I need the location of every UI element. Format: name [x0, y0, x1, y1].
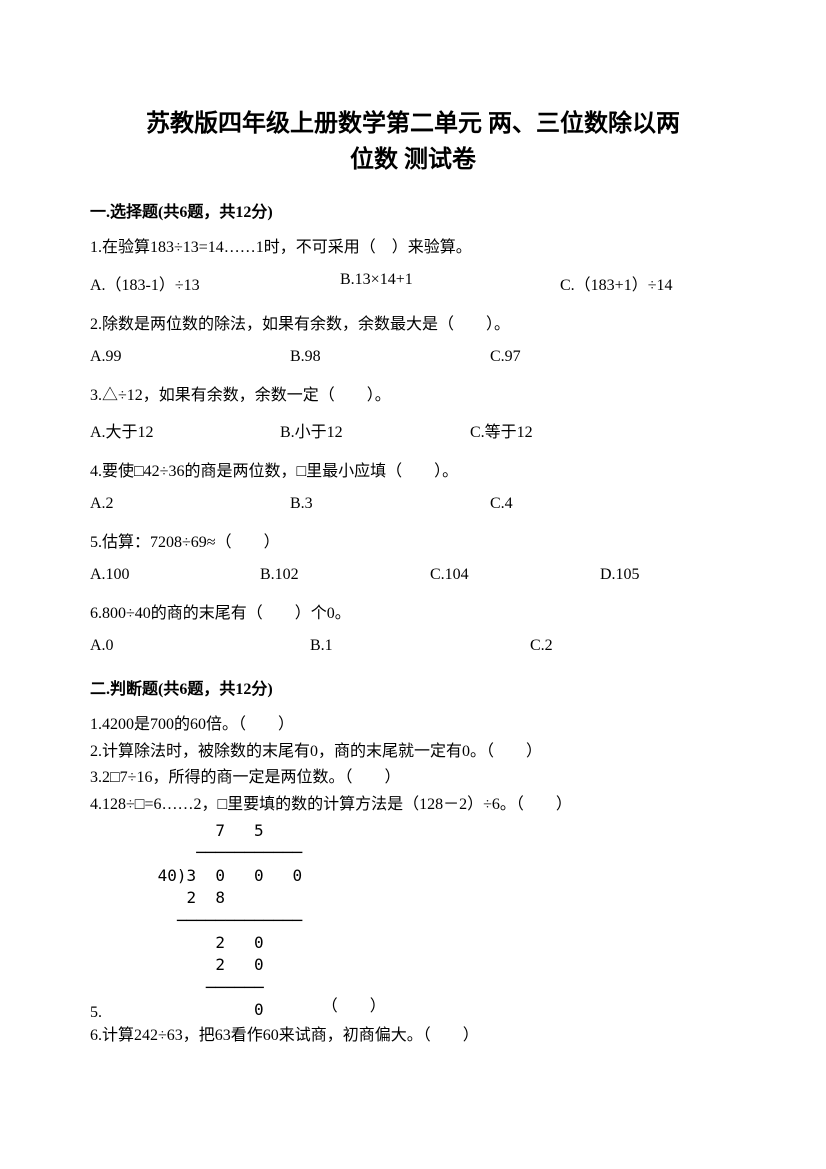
q6-options: A.0 B.1 C.2	[90, 637, 736, 655]
tf-q3: 3.2□7÷16，所得的商一定是两位数。（ ）	[90, 766, 736, 791]
ld-l3: 40)3 0 0 0	[148, 866, 302, 885]
q5-opt-b: B.102	[260, 566, 390, 584]
q5-options: A.100 B.102 C.104 D.105	[90, 566, 736, 584]
q4-options: A.2 B.3 C.4	[90, 495, 736, 513]
section-2-heading: 二.判断题(共6题，共12分)	[90, 675, 736, 699]
q1-opt-c: C.（183+1）÷14	[560, 271, 672, 295]
q3-opt-a: A.大于12	[90, 418, 240, 442]
q6-opt-a: A.0	[90, 637, 270, 655]
q1-opt-a: A.（183-1）÷13	[90, 271, 300, 295]
q3-stem: 3.△÷12，如果有余数，余数一定（ ）。	[90, 384, 736, 409]
exam-page: 苏教版四年级上册数学第二单元 两、三位数除以两 位数 测试卷 一.选择题(共6题…	[0, 0, 826, 1169]
ld-l5: ─────────────	[148, 911, 302, 930]
q4-stem: 4.要使□42÷36的商是两位数，□里最小应填（ ）。	[90, 460, 736, 485]
q3-opt-b: B.小于12	[280, 418, 430, 442]
tf-q5-suffix: （ ）	[322, 992, 386, 1016]
ld-l6: 2 0	[148, 933, 302, 952]
q2-opt-c: C.97	[490, 348, 521, 366]
q4-opt-b: B.3	[290, 495, 450, 513]
title-line-1: 苏教版四年级上册数学第二单元 两、三位数除以两	[146, 111, 680, 137]
q3-opt-c: C.等于12	[470, 418, 533, 442]
tf-q1: 1.4200是700的60倍。（ ）	[90, 713, 736, 738]
tf-q2: 2.计算除法时，被除数的末尾有0，商的末尾就一定有0。（ ）	[90, 740, 736, 765]
tf-q4: 4.128÷□=6……2，□里要填的数的计算方法是（128－2）÷6。（ ）	[90, 793, 736, 818]
q1-opt-b: B.13×14+1	[340, 271, 520, 295]
q2-opt-b: B.98	[290, 348, 450, 366]
section-1-heading: 一.选择题(共6题，共12分)	[90, 198, 736, 222]
ld-l1: 7 5	[148, 821, 312, 840]
tf-q6: 6.计算242÷63，把63看作60来试商，初商偏大。（ ）	[90, 1024, 736, 1049]
q5-opt-c: C.104	[430, 566, 560, 584]
ld-l8: ──────	[148, 978, 302, 997]
q1-stem: 1.在验算183÷13=14……1时，不可采用（ ）来验算。	[90, 236, 736, 261]
ld-l9: 0	[148, 1000, 302, 1019]
long-division-figure: 7 5 ─────────── 40)3 0 0 0 2 8 ─────────…	[148, 820, 312, 1022]
tf-q5-row: 5. 7 5 ─────────── 40)3 0 0 0 2 8 ──────…	[90, 820, 736, 1022]
q2-opt-a: A.99	[90, 348, 250, 366]
title-line-2: 位数 测试卷	[350, 147, 476, 173]
q2-options: A.99 B.98 C.97	[90, 348, 736, 366]
q3-options: A.大于12 B.小于12 C.等于12	[90, 418, 736, 442]
q6-opt-b: B.1	[310, 637, 490, 655]
page-title: 苏教版四年级上册数学第二单元 两、三位数除以两 位数 测试卷	[90, 106, 736, 178]
q1-options: A.（183-1）÷13 B.13×14+1 C.（183+1）÷14	[90, 271, 736, 295]
ld-l4: 2 8	[148, 888, 302, 907]
q6-opt-c: C.2	[530, 637, 553, 655]
tf-q5-prefix: 5.	[90, 1004, 102, 1022]
ld-l7: 2 0	[148, 955, 302, 974]
q6-stem: 6.800÷40的商的末尾有（ ）个0。	[90, 602, 736, 627]
q4-opt-c: C.4	[490, 495, 513, 513]
q5-stem: 5.估算：7208÷69≈（ ）	[90, 531, 736, 556]
q5-opt-d: D.105	[600, 566, 640, 584]
q4-opt-a: A.2	[90, 495, 250, 513]
q2-stem: 2.除数是两位数的除法，如果有余数，余数最大是（ ）。	[90, 313, 736, 338]
ld-l2: ───────────	[148, 843, 302, 862]
q5-opt-a: A.100	[90, 566, 220, 584]
section-2-list: 1.4200是700的60倍。（ ） 2.计算除法时，被除数的末尾有0，商的末尾…	[90, 713, 736, 1049]
